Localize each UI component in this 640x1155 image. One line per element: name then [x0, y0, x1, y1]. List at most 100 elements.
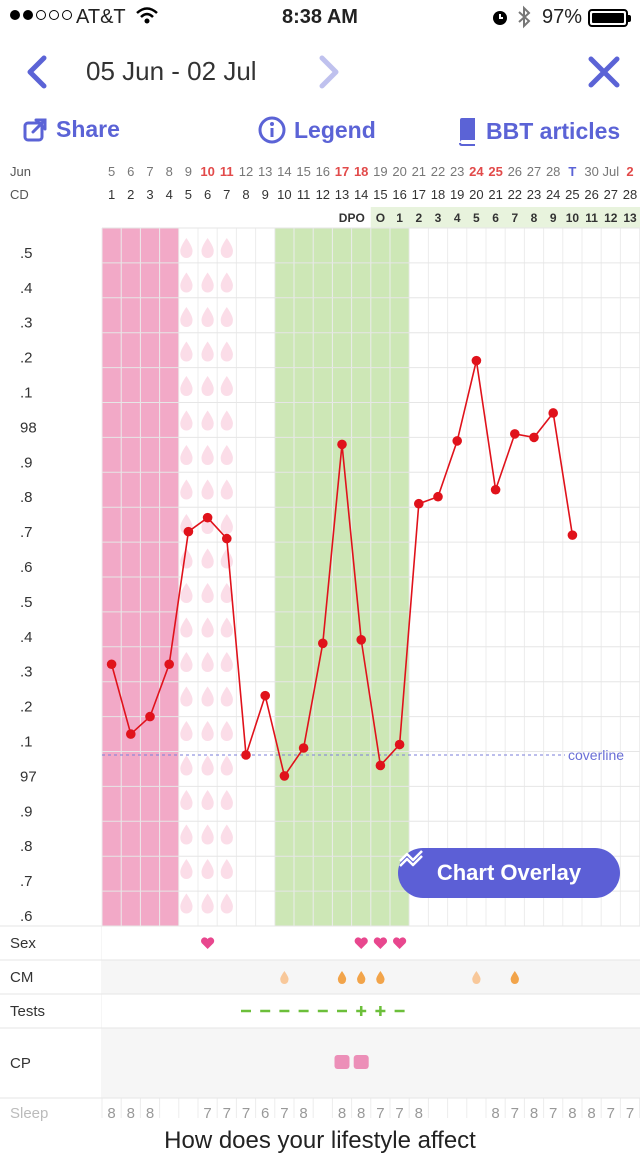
y-tick-label: .9 [20, 803, 33, 820]
cm-drop-icon [510, 971, 519, 984]
cm-drop-icon [180, 859, 193, 879]
cd-number: 14 [354, 187, 368, 202]
next-period-button[interactable] [308, 52, 348, 92]
heart-icon [392, 937, 407, 949]
bluetooth-icon [516, 5, 532, 35]
date-label: 23 [450, 164, 464, 179]
close-icon [588, 56, 620, 88]
dpo-number: 9 [550, 211, 557, 225]
dpo-number: 11 [585, 211, 598, 225]
temperature-point [375, 760, 386, 771]
dpo-number: 6 [492, 211, 499, 225]
cm-drop-icon [180, 790, 193, 810]
date-label: 9 [185, 164, 192, 179]
dpo-number: 1 [396, 211, 403, 225]
cm-drop-icon [180, 238, 193, 258]
date-label: 11 [220, 164, 234, 179]
temperature-point [106, 659, 117, 670]
temperature-point [356, 635, 367, 645]
dpo-number: 2 [415, 211, 422, 225]
test-positive-icon [356, 1006, 367, 1016]
y-tick-label: 97 [20, 768, 37, 785]
cm-drop-icon [180, 272, 193, 293]
action-bar: Share Legend BBT articles [0, 110, 640, 156]
share-icon [23, 118, 47, 141]
dpo-label: DPO [339, 211, 365, 225]
cd-number: 25 [565, 187, 579, 202]
cm-drop-icon [201, 686, 214, 707]
temperature-point [260, 690, 271, 701]
prev-period-button[interactable] [18, 52, 58, 92]
date-label: 6 [127, 164, 134, 179]
cm-drop-icon [201, 238, 214, 258]
date-label: 19 [373, 164, 387, 179]
temperature-point [433, 491, 443, 502]
cm-drop-icon [201, 445, 214, 465]
date-label: 21 [412, 164, 426, 179]
y-tick-label: .3 [20, 315, 33, 332]
chart-overlay-button[interactable]: Chart Overlay [398, 848, 620, 898]
cm-row-label: CM [10, 969, 33, 986]
cd-number: 1 [108, 187, 115, 202]
cm-drop-icon [201, 272, 214, 293]
cd-number: 7 [223, 187, 230, 202]
cm-drop-icon [201, 410, 214, 431]
share-button[interactable]: Share [22, 116, 120, 143]
y-tick-label: .6 [20, 908, 33, 925]
cd-number: 4 [166, 187, 173, 202]
cm-drop-icon [201, 617, 214, 638]
date-label: Jul [602, 164, 619, 179]
cm-drop-icon [180, 445, 193, 465]
cm-drop-icon [220, 652, 233, 672]
legend-button[interactable]: Legend [258, 116, 376, 144]
cm-drop-icon [220, 479, 233, 500]
cm-drop-icon [180, 721, 193, 741]
cm-drop-icon [220, 238, 233, 258]
cm-row-bg [102, 960, 640, 994]
cm-drop-icon [201, 652, 214, 672]
dpo-number: 12 [604, 211, 618, 225]
temperature-point [279, 771, 290, 781]
bbt-articles-button[interactable]: BBT articles [456, 116, 620, 146]
month-label: Jun [10, 164, 31, 179]
dpo-number: 7 [511, 211, 518, 225]
date-label: T [568, 164, 576, 179]
cd-number: 5 [185, 187, 192, 202]
temperature-point [145, 711, 155, 722]
sleep-value: 8 [415, 1105, 423, 1122]
cd-number: 26 [584, 187, 598, 202]
temperature-point [337, 439, 347, 450]
cm-drop-icon [201, 548, 214, 569]
y-tick-label: .1 [20, 385, 33, 402]
dpo-number: 5 [473, 211, 480, 225]
sex-row-bg [102, 926, 640, 960]
y-tick-label: .8 [20, 489, 33, 506]
temperature-point [414, 498, 424, 509]
cd-number: 10 [277, 187, 291, 202]
clock: 8:38 AM [282, 6, 358, 28]
cp-row-label: CP [10, 1055, 31, 1072]
sleep-value: 8 [491, 1105, 499, 1122]
cm-drop-icon [180, 755, 193, 776]
cd-number: 21 [488, 187, 502, 202]
heart-icon [200, 937, 215, 949]
cm-drop-icon [220, 721, 233, 741]
sleep-value: 8 [146, 1105, 154, 1122]
cm-drop-icon [220, 824, 233, 845]
tests-row-label: Tests [10, 1003, 45, 1020]
close-button[interactable] [584, 52, 624, 92]
cm-drop-icon [180, 410, 193, 431]
date-label: 26 [508, 164, 522, 179]
y-tick-label: .4 [20, 629, 33, 646]
cm-drop-icon [180, 893, 193, 914]
temperature-point [202, 512, 213, 523]
sleep-value: 7 [607, 1105, 615, 1122]
date-label: 18 [354, 164, 368, 179]
temperature-point [126, 729, 136, 739]
temperature-point [394, 739, 405, 750]
tests-row-bg [102, 994, 640, 1028]
cm-drop-icon [201, 755, 214, 776]
cm-drop-icon [201, 341, 214, 362]
cm-drop-icon [220, 307, 233, 327]
